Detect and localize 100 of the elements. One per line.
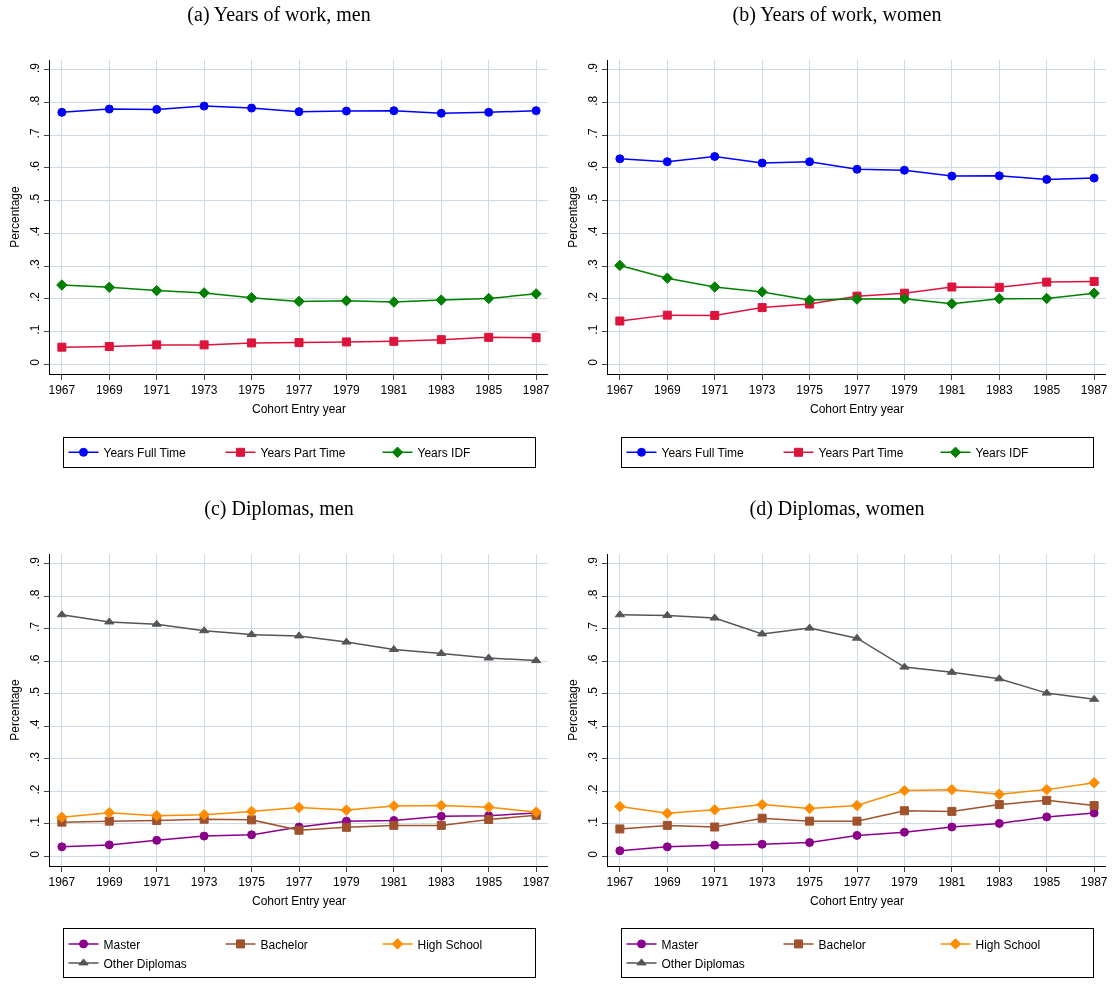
legend-label: High School bbox=[975, 937, 1041, 952]
chart-title: (a) Years of work, men bbox=[187, 3, 371, 27]
x-tick-label: 1971 bbox=[701, 875, 729, 890]
legend-label: High School bbox=[417, 937, 483, 952]
x-tick-label: 1977 bbox=[843, 875, 871, 890]
y-tick-label: .4 bbox=[28, 226, 43, 237]
y-tick-label: .2 bbox=[586, 291, 601, 302]
y-tick-label: .7 bbox=[28, 128, 43, 139]
y-tick-label: .7 bbox=[586, 128, 601, 139]
y-tick-label: .3 bbox=[28, 258, 43, 270]
x-tick-label: 1983 bbox=[427, 875, 455, 890]
y-tick-label: 0 bbox=[28, 850, 43, 858]
y-tick-label: .8 bbox=[586, 95, 601, 106]
x-tick-label: 1975 bbox=[238, 875, 266, 890]
y-tick-label: .1 bbox=[586, 324, 601, 335]
legend-label: Bachelor bbox=[818, 937, 866, 952]
y-tick-label: .5 bbox=[586, 193, 601, 204]
x-tick-label: 1971 bbox=[701, 383, 729, 398]
x-tick-label: 1981 bbox=[938, 383, 966, 398]
y-tick-label: .9 bbox=[586, 62, 601, 74]
y-tick-label: .2 bbox=[28, 784, 43, 795]
y-tick-label: .8 bbox=[586, 589, 601, 600]
x-tick-label: 1983 bbox=[427, 383, 455, 398]
legend-label: Years Full Time bbox=[103, 445, 187, 460]
y-tick-label: .8 bbox=[28, 95, 43, 106]
x-tick-label: 1969 bbox=[95, 383, 123, 398]
x-tick-label: 1987 bbox=[522, 875, 550, 890]
x-tick-label: 1967 bbox=[606, 875, 634, 890]
legend-label: Years Part Time bbox=[818, 445, 904, 460]
x-tick-label: 1977 bbox=[843, 383, 871, 398]
y-tick-label: .3 bbox=[28, 751, 43, 762]
x-tick-label: 1967 bbox=[606, 383, 634, 398]
legend-label: Master bbox=[103, 937, 141, 952]
y-tick-label: .9 bbox=[28, 556, 43, 567]
x-tick-label: 1979 bbox=[891, 875, 919, 890]
legend-label: Years Full Time bbox=[661, 445, 745, 460]
legend-label: Other Diplomas bbox=[661, 956, 745, 971]
y-tick-label: .6 bbox=[586, 160, 601, 172]
x-tick-label: 1973 bbox=[748, 875, 776, 890]
x-tick-label: 1987 bbox=[522, 383, 550, 398]
x-tick-label: 1975 bbox=[796, 383, 824, 398]
x-tick-label: 1971 bbox=[143, 875, 171, 890]
y-tick-label: .7 bbox=[586, 621, 601, 632]
x-tick-label: 1985 bbox=[475, 875, 503, 890]
x-tick-label: 1975 bbox=[238, 383, 266, 398]
x-tick-label: 1969 bbox=[95, 875, 123, 890]
x-tick-label: 1985 bbox=[475, 383, 503, 398]
x-tick-label: 1967 bbox=[48, 875, 76, 890]
y-tick-label: 0 bbox=[586, 358, 601, 366]
x-tick-label: 1983 bbox=[985, 383, 1013, 398]
y-tick-label: .3 bbox=[586, 751, 601, 762]
chart-title: (b) Years of work, women bbox=[732, 3, 942, 27]
x-tick-label: 1973 bbox=[190, 875, 218, 890]
x-tick-label: 1979 bbox=[891, 383, 919, 398]
y-tick-label: .5 bbox=[28, 686, 43, 697]
y-axis-title: Percentage bbox=[565, 678, 580, 741]
legend-label: Bachelor bbox=[260, 937, 308, 952]
x-tick-label: 1975 bbox=[796, 875, 824, 890]
x-tick-label: 1973 bbox=[190, 383, 218, 398]
y-tick-label: .2 bbox=[586, 784, 601, 795]
y-tick-label: 0 bbox=[586, 850, 601, 858]
y-tick-label: .9 bbox=[586, 556, 601, 567]
chart-title: (c) Diplomas, men bbox=[204, 497, 354, 521]
x-tick-label: 1967 bbox=[48, 383, 76, 398]
y-tick-label: .8 bbox=[28, 589, 43, 600]
x-tick-label: 1981 bbox=[938, 875, 966, 890]
y-tick-label: .1 bbox=[28, 816, 43, 827]
y-tick-label: .3 bbox=[586, 258, 601, 270]
x-tick-label: 1971 bbox=[143, 383, 171, 398]
y-axis-title: Percentage bbox=[565, 185, 580, 248]
legend-label: Years IDF bbox=[417, 445, 471, 460]
y-axis-title: Percentage bbox=[7, 678, 22, 741]
x-tick-label: 1987 bbox=[1080, 383, 1108, 398]
x-tick-label: 1981 bbox=[380, 383, 408, 398]
x-axis-title: Cohort Entry year bbox=[251, 402, 347, 417]
y-tick-label: .7 bbox=[28, 621, 43, 632]
legend-label: Years IDF bbox=[975, 445, 1029, 460]
y-tick-label: 0 bbox=[28, 358, 43, 366]
y-tick-label: .4 bbox=[28, 719, 43, 730]
y-tick-label: .9 bbox=[28, 62, 43, 74]
x-axis-title: Cohort Entry year bbox=[809, 402, 905, 417]
y-axis-title: Percentage bbox=[7, 185, 22, 248]
y-tick-label: .4 bbox=[586, 226, 601, 237]
y-tick-label: .6 bbox=[586, 654, 601, 665]
x-tick-label: 1977 bbox=[285, 383, 313, 398]
x-tick-label: 1985 bbox=[1033, 875, 1061, 890]
y-tick-label: .1 bbox=[28, 324, 43, 335]
x-tick-label: 1979 bbox=[333, 875, 361, 890]
legend-label: Master bbox=[661, 937, 699, 952]
y-tick-label: .6 bbox=[28, 160, 43, 172]
legend-label: Other Diplomas bbox=[103, 956, 187, 971]
y-tick-label: .5 bbox=[28, 193, 43, 204]
legend-label: Years Part Time bbox=[260, 445, 346, 460]
x-tick-label: 1987 bbox=[1080, 875, 1108, 890]
x-axis-title: Cohort Entry year bbox=[809, 894, 905, 909]
y-tick-label: .6 bbox=[28, 654, 43, 665]
x-axis-title: Cohort Entry year bbox=[251, 894, 347, 909]
x-tick-label: 1969 bbox=[653, 875, 681, 890]
y-tick-label: .5 bbox=[586, 686, 601, 697]
x-tick-label: 1985 bbox=[1033, 383, 1061, 398]
